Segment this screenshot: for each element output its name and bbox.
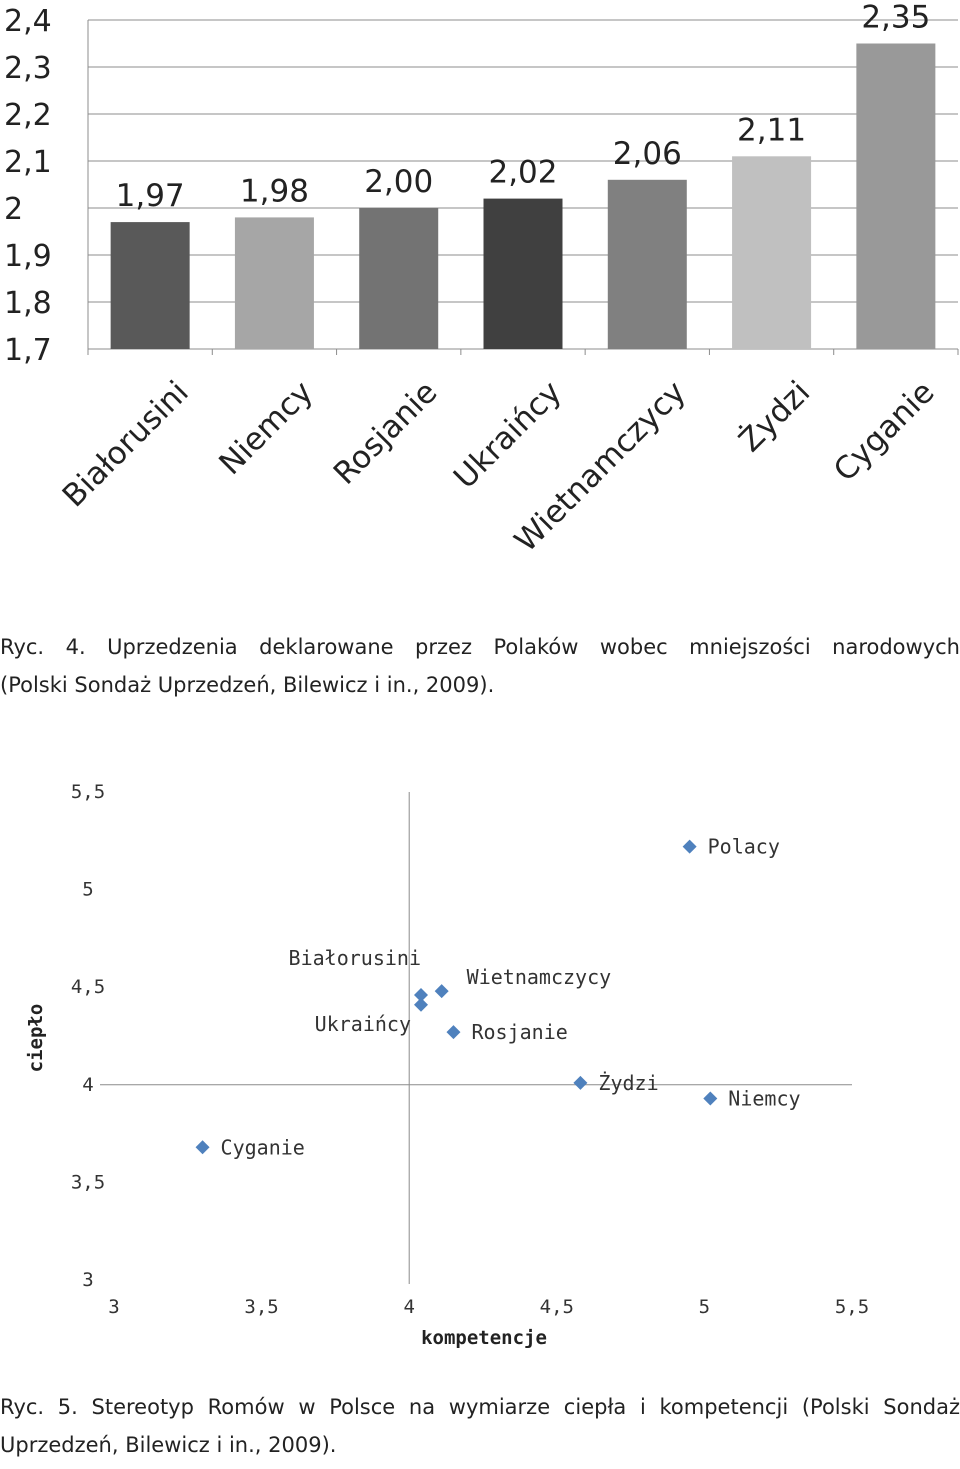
scatter-point-label: Żydzi [598, 1071, 658, 1095]
scatter-point-label: Cyganie [221, 1135, 305, 1159]
bar [732, 156, 812, 349]
bar-y-tick-label: 1,9 [4, 239, 52, 274]
bar-value-label: 2,00 [364, 164, 433, 200]
figure-5-caption-line-2: Uprzedzeń, Bilewicz i in., 2009). [0, 1433, 337, 1457]
bar-category-label: Żydzi [732, 374, 817, 459]
bar-y-tick-label: 2,4 [4, 4, 52, 39]
bar-y-tick-label: 2,1 [4, 145, 52, 180]
scatter-x-tick-label: 5 [699, 1296, 710, 1318]
scatter-x-axis-label: kompetencje [421, 1327, 547, 1349]
scatter-y-tick-label: 5,5 [71, 781, 105, 803]
figure-5-caption-line-1: Ryc. 5. Stereotyp Romów w Polsce na wymi… [0, 1395, 960, 1419]
figure-4-caption-line-2: (Polski Sondaż Uprzedzeń, Bilewicz i in.… [0, 673, 495, 697]
scatter-point [446, 1025, 461, 1040]
scatter-point-label: Rosjanie [471, 1020, 567, 1044]
bar-category-label: Niemcy [212, 374, 320, 482]
scatter-x-tick-label: 4,5 [540, 1296, 574, 1318]
scatter-point-label: Białorusini [289, 946, 421, 970]
figure-4-caption-line-1: Ryc. 4. Uprzedzenia deklarowane przez Po… [0, 635, 960, 659]
figure-4-caption: Ryc. 4. Uprzedzenia deklarowane przez Po… [0, 628, 960, 704]
bar-value-label: 2,35 [861, 0, 930, 36]
scatter-point [434, 984, 449, 999]
scatter-point-label: Wietnamczycy [467, 965, 612, 989]
scatter-point [703, 1091, 718, 1106]
bar [234, 217, 314, 349]
bar-chart: 1,7 1,8 1,9 2 2,1 2,2 2,3 2,4 1,97 Białorusini 1,9… [4, 0, 959, 559]
bar-value-label: 2,02 [488, 155, 557, 191]
bar [483, 198, 563, 349]
bar-y-tick-label: 2,3 [4, 51, 52, 86]
scatter-point [414, 997, 429, 1012]
figure-5-caption: Ryc. 5. Stereotyp Romów w Polsce na wymi… [0, 1388, 960, 1464]
bar [856, 43, 936, 349]
scatter-x-tick-label: 3 [108, 1296, 119, 1318]
scatter-point-label: Ukraińcy [315, 1012, 411, 1036]
scatter-point-label: Polacy [708, 835, 780, 859]
scatter-point-label: Niemcy [728, 1086, 800, 1110]
scatter-point [573, 1075, 588, 1090]
bar-value-label: 2,11 [737, 112, 806, 148]
bar-category-label: Ukraińcy [447, 374, 569, 496]
bar-value-label: 1,97 [116, 178, 185, 214]
scatter-chart: 3 3,5 4 4,5 5 5,5 3 3,5 4 4,5 5 5,5 kompetencje ciepł… [25, 781, 869, 1349]
bar-y-tick-label: 1,8 [4, 286, 52, 321]
bar-value-label: 1,98 [240, 173, 309, 209]
scatter-y-tick-label: 3 [82, 1269, 93, 1291]
scatter-y-tick-label: 4,5 [71, 976, 105, 998]
bar-value-label: 2,06 [613, 136, 682, 172]
scatter-x-tick-label: 4 [403, 1296, 414, 1318]
bar [607, 179, 687, 349]
scatter-point [682, 839, 697, 854]
bar-y-tick-label: 2 [4, 192, 23, 227]
scatter-x-tick-label: 5,5 [835, 1296, 869, 1318]
scatter-y-axis-label: ciepło [25, 1004, 47, 1073]
scatter-point [195, 1140, 210, 1155]
bar-category-label: Cyganie [827, 374, 942, 489]
bar-y-tick-label: 1,7 [4, 333, 52, 368]
scatter-y-tick-label: 3,5 [71, 1171, 105, 1193]
scatter-x-tick-label: 3,5 [244, 1296, 278, 1318]
bar-category-label: Białorusini [56, 374, 196, 514]
bar [110, 222, 190, 349]
scatter-y-tick-label: 4 [82, 1074, 93, 1096]
bar [359, 208, 439, 349]
bar-y-tick-label: 2,2 [4, 98, 52, 133]
scatter-y-tick-label: 5 [82, 879, 93, 901]
bar-category-label: Rosjanie [327, 374, 445, 492]
scatter-point [414, 988, 429, 1003]
